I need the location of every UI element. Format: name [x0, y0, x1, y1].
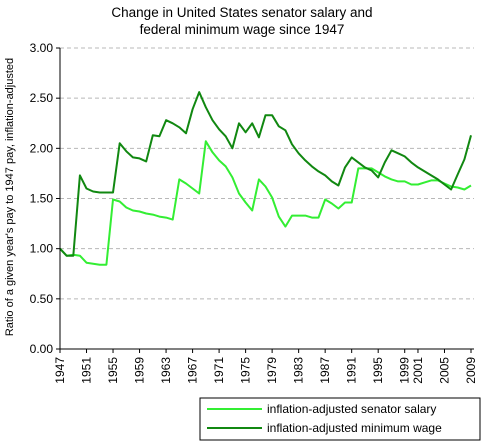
- series-line-minimum-wage: [59, 91, 472, 257]
- gridlines: [60, 47, 474, 300]
- legend-box: [199, 397, 481, 441]
- y-tick-label-5: 2.50: [30, 91, 54, 105]
- y-tick-label-0: 0.00: [30, 342, 54, 356]
- y-tick-label-6: 3.00: [30, 41, 54, 55]
- x-tick-label-14: 2001: [411, 357, 425, 384]
- x-axis-ticks: 1947 1951 1955 1959 1963 1967 1971 1975 1979 1983…: [53, 349, 478, 384]
- series-line-senator-salary: [59, 140, 472, 266]
- legend-label-minwage: inflation-adjusted minimum wage: [267, 421, 442, 435]
- x-tick-label-7: 1975: [239, 357, 253, 384]
- y-tick-label-4: 2.00: [30, 141, 54, 155]
- x-tick-label-1: 1951: [80, 357, 94, 384]
- x-tick-label-11: 1991: [345, 357, 359, 384]
- y-axis-label: Ratio of a given year's pay to 1947 pay,…: [4, 58, 16, 336]
- x-tick-label-5: 1967: [186, 357, 200, 384]
- x-tick-label-15: 2005: [437, 357, 451, 384]
- x-tick-label-0: 1947: [53, 357, 67, 384]
- y-tick-label-1: 0.50: [30, 292, 54, 306]
- y-tick-label-2: 1.00: [30, 242, 54, 256]
- y-tick-label-3: 1.50: [30, 192, 54, 206]
- x-tick-label-3: 1959: [133, 357, 147, 384]
- x-tick-label-16: 2009: [464, 357, 478, 384]
- chart-title-line-2: federal minimum wage since 1947: [140, 22, 345, 37]
- x-tick-label-10: 1987: [318, 357, 332, 384]
- x-tick-label-6: 1971: [212, 357, 226, 384]
- x-tick-label-2: 1955: [106, 357, 120, 384]
- x-tick-label-8: 1979: [265, 357, 279, 384]
- y-axis-ticks: 0.00 0.50 1.00 1.50 2.00 2.50 3.00: [30, 41, 60, 356]
- chart-title-line-1: Change in United States senator salary a…: [111, 5, 372, 20]
- x-tick-label-9: 1983: [292, 357, 306, 384]
- x-tick-label-13: 1999: [398, 357, 412, 384]
- legend-label-senator: inflation-adjusted senator salary: [267, 402, 436, 416]
- series-lines: [59, 91, 472, 266]
- x-tick-label-4: 1963: [159, 357, 173, 384]
- x-tick-label-12: 1995: [371, 357, 385, 384]
- legend: inflation-adjusted senator salary inflat…: [199, 397, 481, 441]
